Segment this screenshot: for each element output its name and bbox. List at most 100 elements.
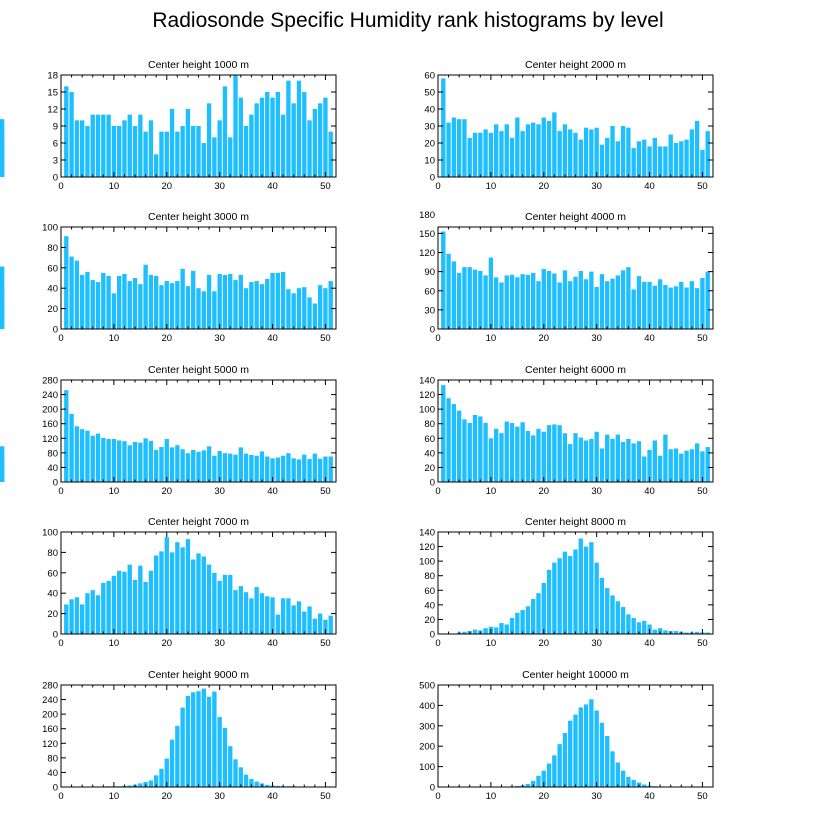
- histogram-bar: [615, 762, 620, 787]
- histogram-bar: [589, 271, 594, 330]
- histogram-bar: [291, 103, 296, 177]
- y-tick-label: 0: [430, 630, 435, 641]
- y-tick-label: 120: [42, 434, 58, 445]
- histogram-bar: [254, 103, 259, 177]
- histogram-bar: [64, 390, 69, 482]
- histogram-bar: [312, 453, 318, 482]
- histogram-bar: [568, 129, 573, 177]
- histogram-bar: [546, 120, 552, 177]
- histogram-bar: [573, 714, 578, 787]
- histogram-bar: [668, 287, 673, 329]
- histogram-bar: [69, 413, 74, 482]
- histogram-bar: [494, 428, 499, 482]
- y-tick-label: 3: [53, 156, 58, 167]
- histogram-bar: [546, 763, 552, 787]
- y-tick-label: 0: [430, 173, 435, 184]
- y-tick-label: 40: [47, 463, 58, 474]
- x-tick-label: 50: [320, 181, 331, 192]
- histogram-bar: [323, 97, 328, 177]
- histogram-bar: [531, 599, 536, 634]
- histogram-bar: [312, 303, 318, 329]
- histogram-bar: [652, 629, 657, 634]
- histogram-bar: [101, 114, 106, 177]
- y-tick-label: 18: [47, 71, 58, 82]
- histogram-bar: [705, 271, 710, 330]
- histogram-bar: [679, 141, 684, 177]
- histogram-bar: [462, 631, 467, 634]
- histogram-bar: [531, 122, 536, 177]
- histogram-bar: [562, 433, 568, 482]
- histogram-bar: [317, 103, 323, 177]
- x-tick-label: 10: [486, 181, 497, 192]
- histogram-bar: [201, 450, 206, 482]
- x-tick-label: 40: [267, 333, 278, 344]
- histogram-bar: [626, 776, 631, 787]
- histogram-bar: [286, 80, 291, 177]
- histogram-bar: [307, 120, 312, 177]
- histogram-bar: [594, 127, 599, 177]
- histogram-bar: [456, 272, 462, 329]
- x-tick-label: 50: [697, 486, 708, 497]
- histogram-bar: [90, 590, 95, 634]
- histogram-bar: [185, 109, 191, 177]
- histogram-bar: [286, 598, 291, 634]
- histogram-bar: [515, 612, 520, 634]
- histogram-bar: [620, 126, 626, 177]
- x-tick-label: 0: [435, 638, 440, 649]
- histogram-bar: [132, 579, 138, 634]
- y-tick-label: 400: [419, 701, 435, 712]
- histogram-bar: [494, 627, 499, 634]
- histogram-bar: [472, 414, 478, 482]
- histogram-bar: [154, 449, 159, 482]
- histogram-bar: [605, 434, 610, 482]
- histogram-bar: [180, 126, 185, 177]
- histogram-bar: [552, 112, 557, 177]
- histogram-bar: [127, 785, 132, 787]
- histogram-bar: [504, 624, 509, 634]
- x-tick-label: 30: [591, 486, 602, 497]
- histogram-bar: [557, 425, 562, 482]
- histogram-bar: [626, 267, 631, 329]
- histogram-bar: [159, 131, 164, 177]
- x-tick-label: 20: [538, 486, 549, 497]
- panel-4: Center height 4000 m 0 10 20 30 40 50 0 30 60 90 12…: [0, 210, 714, 344]
- histogram-bar: [111, 439, 117, 482]
- histogram-bar: [312, 109, 318, 177]
- histogram-bar: [196, 126, 201, 177]
- histogram-bar: [663, 146, 668, 177]
- histogram-bar: [552, 273, 557, 329]
- histogram-bar: [175, 725, 180, 787]
- histogram-bar: [689, 281, 695, 329]
- histogram-bar: [122, 273, 127, 329]
- histogram-bar: [472, 132, 478, 177]
- y-tick-label: 200: [419, 742, 435, 753]
- histogram-bar: [700, 278, 705, 329]
- histogram-bar: [286, 289, 291, 329]
- y-tick-label: 280: [42, 376, 58, 387]
- histogram-bar: [233, 280, 238, 329]
- histogram-bar: [79, 274, 85, 329]
- histogram-bar: [652, 137, 657, 177]
- histogram-bar: [180, 268, 185, 329]
- histogram-bar: [154, 555, 159, 634]
- x-tick-label: 0: [435, 486, 440, 497]
- histogram-bar: [594, 431, 599, 482]
- panel-6: Center height 6000 m 0 10 20 30 40 50 0 20 40 60 80…: [0, 364, 714, 497]
- histogram-bar: [328, 456, 333, 482]
- histogram-bar: [117, 126, 122, 177]
- histogram-bar: [196, 553, 201, 634]
- histogram-bar: [642, 139, 647, 177]
- y-tick-label: 50: [424, 88, 435, 99]
- histogram-bar: [90, 280, 95, 329]
- histogram-bar: [525, 124, 531, 177]
- panel-title: Center height 1000 m: [148, 59, 249, 71]
- histogram-bar: [106, 580, 111, 634]
- histogram-bar: [668, 134, 673, 177]
- histogram-bar: [509, 137, 515, 177]
- x-tick-label: 50: [697, 791, 708, 802]
- histogram-bar: [212, 137, 217, 177]
- y-tick-label: 140: [419, 376, 435, 387]
- histogram-bar: [196, 288, 201, 329]
- histogram-bar: [599, 448, 605, 482]
- histogram-bar: [243, 453, 249, 482]
